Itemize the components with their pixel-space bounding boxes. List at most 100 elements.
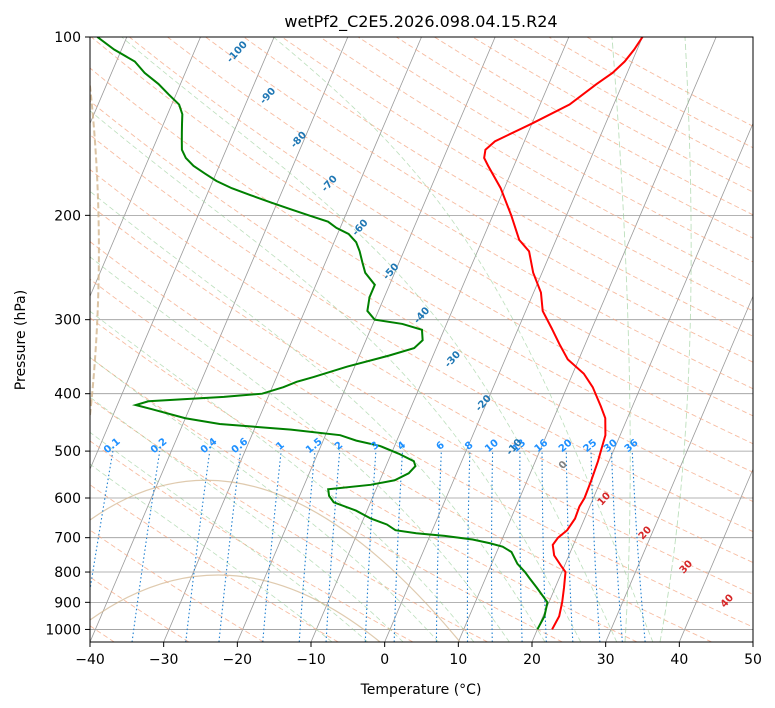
moist-adiabat-line: [90, 431, 368, 642]
moist-adiabat-line: [121, 37, 618, 642]
dry-adiabat-line: [510, 37, 753, 171]
x-tick-label: 50: [744, 652, 762, 668]
x-tick-label: −30: [149, 652, 179, 668]
reference-curve: [90, 479, 461, 642]
x-tick-label: 40: [670, 652, 688, 668]
isotherm-line: [384, 37, 643, 642]
dry-adiabat-label: -100: [225, 39, 250, 65]
moist-adiabat-line: [90, 463, 333, 642]
mixing-ratio-label: 2: [333, 440, 345, 453]
isotherm-line: [457, 37, 717, 642]
isotherm-line: [90, 37, 275, 471]
mixing-ratio-label: 0.2: [149, 436, 170, 456]
dry-adiabat-line: [90, 357, 563, 642]
dry-adiabat-line: [357, 37, 753, 263]
moist-adiabat-line: [273, 37, 654, 642]
x-tick-label: −10: [296, 652, 326, 668]
y-tick-label: 100: [54, 30, 81, 46]
moist-adiabat-line: [90, 256, 510, 642]
dry-adiabat-line: [90, 37, 753, 445]
isotherm-line: [90, 37, 349, 642]
mixing-ratio-line: [185, 451, 211, 642]
mixing-ratio-line: [565, 451, 574, 642]
plot-frame: [89, 36, 754, 643]
mixing-ratio-line: [610, 451, 623, 642]
dry-adiabat-line: [90, 529, 264, 642]
y-tick-label: 800: [54, 565, 81, 581]
mixing-ratio-line: [262, 451, 282, 642]
mixing-ratio-label: 10: [483, 437, 501, 454]
moist-adiabat-line: [90, 190, 546, 642]
moist-adiabat-line: [90, 356, 439, 642]
dry-adiabat-line: [586, 37, 753, 127]
reference-curve: [90, 77, 100, 416]
dry-adiabat-line: [205, 37, 753, 363]
mixing-ratio-label: 1.5: [304, 436, 325, 456]
dry-adiabat-label: 40: [719, 592, 737, 610]
y-tick-label: 400: [54, 387, 81, 403]
dry-adiabat-line: [90, 241, 753, 628]
mixing-ratio-line: [90, 451, 114, 594]
mixing-ratio-label: 8: [463, 440, 475, 453]
dry-adiabat-label: -40: [412, 305, 432, 326]
dry-adiabat-label: 20: [637, 524, 655, 542]
mixing-ratio-label: 0.1: [102, 436, 123, 456]
reference-curve: [90, 574, 381, 642]
x-tick-label: 10: [449, 652, 467, 668]
moist-adiabat-line: [90, 396, 404, 642]
dry-adiabat-label: -70: [320, 174, 340, 195]
dry-adiabat-line: [90, 204, 753, 595]
dry-adiabat-label: -60: [350, 218, 370, 239]
y-tick-label: 200: [54, 208, 81, 224]
isotherm-line: [90, 37, 201, 298]
mixing-ratio-line: [466, 451, 471, 642]
dry-adiabat-line: [167, 37, 753, 390]
dry-adiabat-label: -80: [289, 130, 309, 151]
x-tick-label: 0: [380, 652, 389, 668]
x-axis-label: Temperature (°C): [360, 682, 482, 698]
mixing-ratio-label: 6: [435, 440, 447, 453]
mixing-ratio-label: 3: [369, 440, 381, 453]
mixing-ratio-line: [131, 451, 161, 642]
mixing-ratio-line: [218, 451, 242, 642]
isotherm-line: [236, 37, 496, 642]
dry-adiabat-line: [90, 100, 753, 503]
mixing-ratio-label: 25: [582, 437, 600, 454]
dry-adiabat-label: -30: [443, 349, 463, 370]
x-tick-label: 20: [523, 652, 541, 668]
dry-adiabat-line: [281, 37, 753, 312]
mixing-ratio-label: 20: [557, 437, 575, 454]
isotherm-line: [678, 468, 753, 642]
y-axis-label: Pressure (hPa): [13, 290, 29, 390]
y-tick-label: 600: [54, 491, 81, 507]
mixing-ratio-line: [491, 451, 494, 642]
mixing-ratio-line: [298, 451, 316, 642]
y-tick-label: 300: [54, 313, 81, 329]
y-tick-label: 1000: [45, 622, 81, 638]
dry-adiabat-line: [90, 484, 339, 642]
y-tick-label: 700: [54, 531, 81, 547]
mixing-ratio-label: 16: [533, 437, 551, 454]
mixing-ratio-label: 36: [623, 437, 641, 454]
isotherm-line: [605, 295, 753, 642]
moist-adiabat-line: [90, 110, 582, 642]
mixing-ratio-label: 0.6: [230, 436, 251, 456]
y-tick-label: 500: [54, 444, 81, 460]
dry-adiabat-line: [90, 67, 753, 473]
temperature-profile-line: [483, 37, 644, 630]
isotherm-line: [163, 37, 422, 642]
chart-title: wetPf2_C2E5.2026.098.04.15.R24: [284, 12, 557, 32]
dewpoint-profile-line: [96, 37, 549, 630]
dry-adiabat-line: [243, 37, 753, 337]
dry-adiabat-line: [90, 134, 753, 533]
moist-adiabat-line: [90, 310, 475, 642]
dry-adiabat-label: -90: [258, 86, 278, 107]
reference-curve: [611, 37, 631, 642]
reference-curve: [659, 37, 692, 642]
isotherm-line: [531, 122, 753, 642]
mixing-ratio-line: [631, 451, 646, 642]
dry-adiabat-line: [434, 37, 753, 216]
dry-adiabat-line: [90, 398, 488, 642]
dry-adiabat-label: 30: [678, 558, 696, 576]
